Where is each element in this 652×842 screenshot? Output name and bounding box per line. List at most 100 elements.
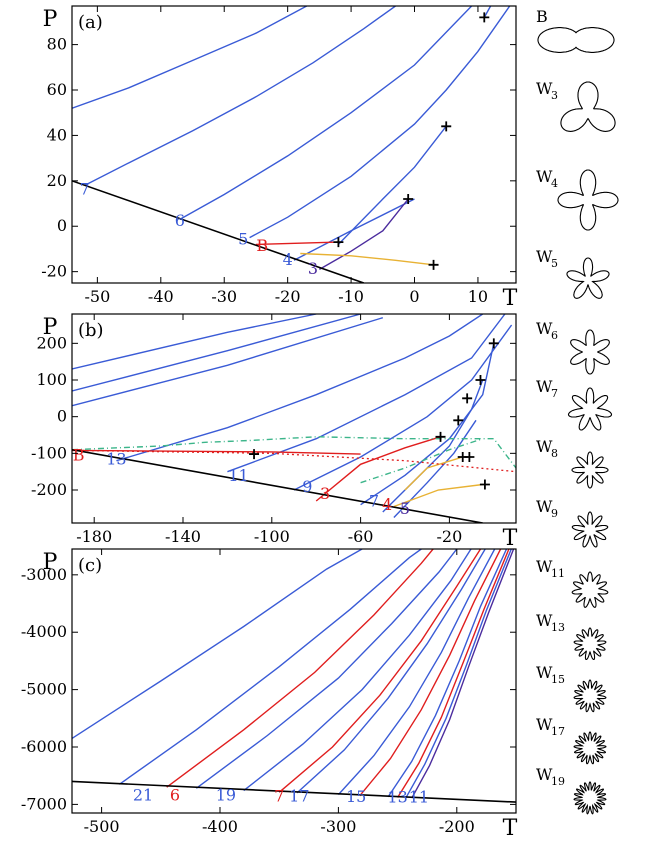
- shape-label-sub: 11: [551, 567, 565, 580]
- series-label: 3: [308, 259, 318, 278]
- y-tick-label: 200: [36, 333, 67, 352]
- shape-label: W: [536, 715, 553, 734]
- x-tick-label: -200: [439, 817, 475, 836]
- curve-blue-4: [243, 549, 472, 792]
- shape-label: W: [536, 497, 553, 516]
- curve-blue-4: [337, 125, 447, 245]
- stability-boundary: [72, 180, 365, 283]
- shape-item: W9: [536, 497, 609, 548]
- x-tick-label: -60: [348, 527, 374, 546]
- panel-b: B 13 11 9 3 7 4 5 -180 -140 -100 -60 -20 -200 -100 0 100…: [31, 313, 518, 551]
- series-label: 5: [238, 229, 248, 248]
- series-label: 7: [369, 492, 379, 511]
- curve-blue-4: [227, 314, 506, 473]
- curve-blue-5: [293, 324, 513, 491]
- curve-orange-9: [300, 252, 434, 266]
- y-tick-label: 40: [47, 125, 67, 144]
- y-tick-label: -6000: [21, 737, 67, 756]
- axes-frame: [71, 313, 517, 524]
- y-tick-label: 0: [57, 407, 67, 426]
- series-label: 15: [346, 787, 366, 806]
- x-tick-label: -100: [254, 527, 290, 546]
- y-axis-label: P: [43, 550, 58, 575]
- endpoint-marker: [435, 431, 446, 442]
- curve-red-8: [359, 549, 502, 797]
- shape-item: W15: [536, 663, 607, 713]
- shape-label-sub: 6: [551, 329, 558, 342]
- shape-item: W17: [536, 715, 607, 765]
- endpoint-marker: [479, 12, 490, 23]
- shape-label-sub: 15: [551, 673, 565, 686]
- shape-label: W: [536, 557, 553, 576]
- endpoint-marker: [462, 393, 473, 404]
- x-tick-label: -300: [320, 817, 356, 836]
- x-tick-label: 0: [409, 287, 419, 306]
- y-tick-label: 100: [36, 370, 67, 389]
- shape-item: W11: [536, 557, 609, 608]
- panel-label: (b): [78, 320, 104, 341]
- curve-blue-6: [483, 6, 492, 18]
- endpoint-marker: [441, 121, 452, 132]
- shape-label-sub: 7: [551, 387, 558, 400]
- x-tick-label: -500: [84, 817, 120, 836]
- x-tick-label: -30: [211, 287, 237, 306]
- x-tick-label: -40: [148, 287, 174, 306]
- y-tick-label: 80: [47, 35, 67, 54]
- shape-item: W4: [536, 167, 619, 231]
- shape-label: B: [536, 7, 548, 26]
- x-axis-label: T: [503, 816, 518, 841]
- shape-outline: [567, 387, 613, 431]
- shape-label: W: [536, 663, 553, 682]
- shape-outline: [571, 451, 609, 489]
- shape-label-sub: 9: [551, 507, 558, 520]
- curve-blue-1: [72, 314, 361, 392]
- x-tick-label: -20: [275, 287, 301, 306]
- curve-blue-9: [387, 549, 508, 798]
- series-label: 6: [175, 211, 185, 230]
- plot-area: [72, 314, 516, 523]
- shape-label-sub: 4: [551, 177, 558, 190]
- shape-item: W19: [536, 765, 607, 815]
- curve-red-10: [315, 436, 441, 502]
- shape-item: W5: [536, 247, 610, 299]
- y-axis-label: P: [43, 315, 58, 340]
- shape-outline: [566, 257, 610, 299]
- series-label: 17: [289, 787, 309, 806]
- series-label: 11: [409, 788, 429, 807]
- x-axis-label: T: [503, 526, 518, 551]
- x-tick-label: -10: [338, 287, 364, 306]
- endpoint-marker: [333, 237, 344, 248]
- curve-orange-12: [404, 457, 461, 491]
- curve-red-10: [397, 549, 510, 798]
- curve-blue-5: [293, 198, 415, 261]
- series-label: 7: [274, 787, 284, 806]
- shape-label: W: [536, 611, 553, 630]
- shape-label-sub: 17: [551, 725, 565, 738]
- shape-label: W: [536, 377, 553, 396]
- x-axis-label: T: [503, 286, 518, 311]
- series-label: 19: [216, 785, 236, 804]
- shape-outline: [570, 329, 610, 375]
- curve-blue-3: [195, 549, 458, 789]
- x-tick-label: -50: [84, 287, 110, 306]
- shape-label: W: [536, 319, 553, 338]
- endpoint-marker: [453, 415, 464, 426]
- shape-label-sub: 5: [551, 257, 558, 270]
- series-label: 21: [133, 785, 153, 804]
- y-tick-label: -7000: [21, 794, 67, 813]
- y-tick-label: 60: [47, 80, 67, 99]
- dotted-boundary: [72, 449, 516, 473]
- shape-label-sub: 8: [551, 447, 558, 460]
- curve-green-14: [72, 436, 516, 469]
- curve-blue-0: [72, 6, 308, 109]
- series-label: B: [73, 446, 85, 465]
- series-label: 7: [80, 179, 90, 198]
- plot-area: [72, 549, 516, 803]
- panel-label: (a): [78, 12, 103, 33]
- stability-boundary: [72, 780, 516, 803]
- y-tick-label: 0: [57, 216, 67, 235]
- curve-blue-2: [179, 6, 473, 221]
- y-tick-label: 20: [47, 171, 67, 190]
- shape-outline: [571, 511, 609, 548]
